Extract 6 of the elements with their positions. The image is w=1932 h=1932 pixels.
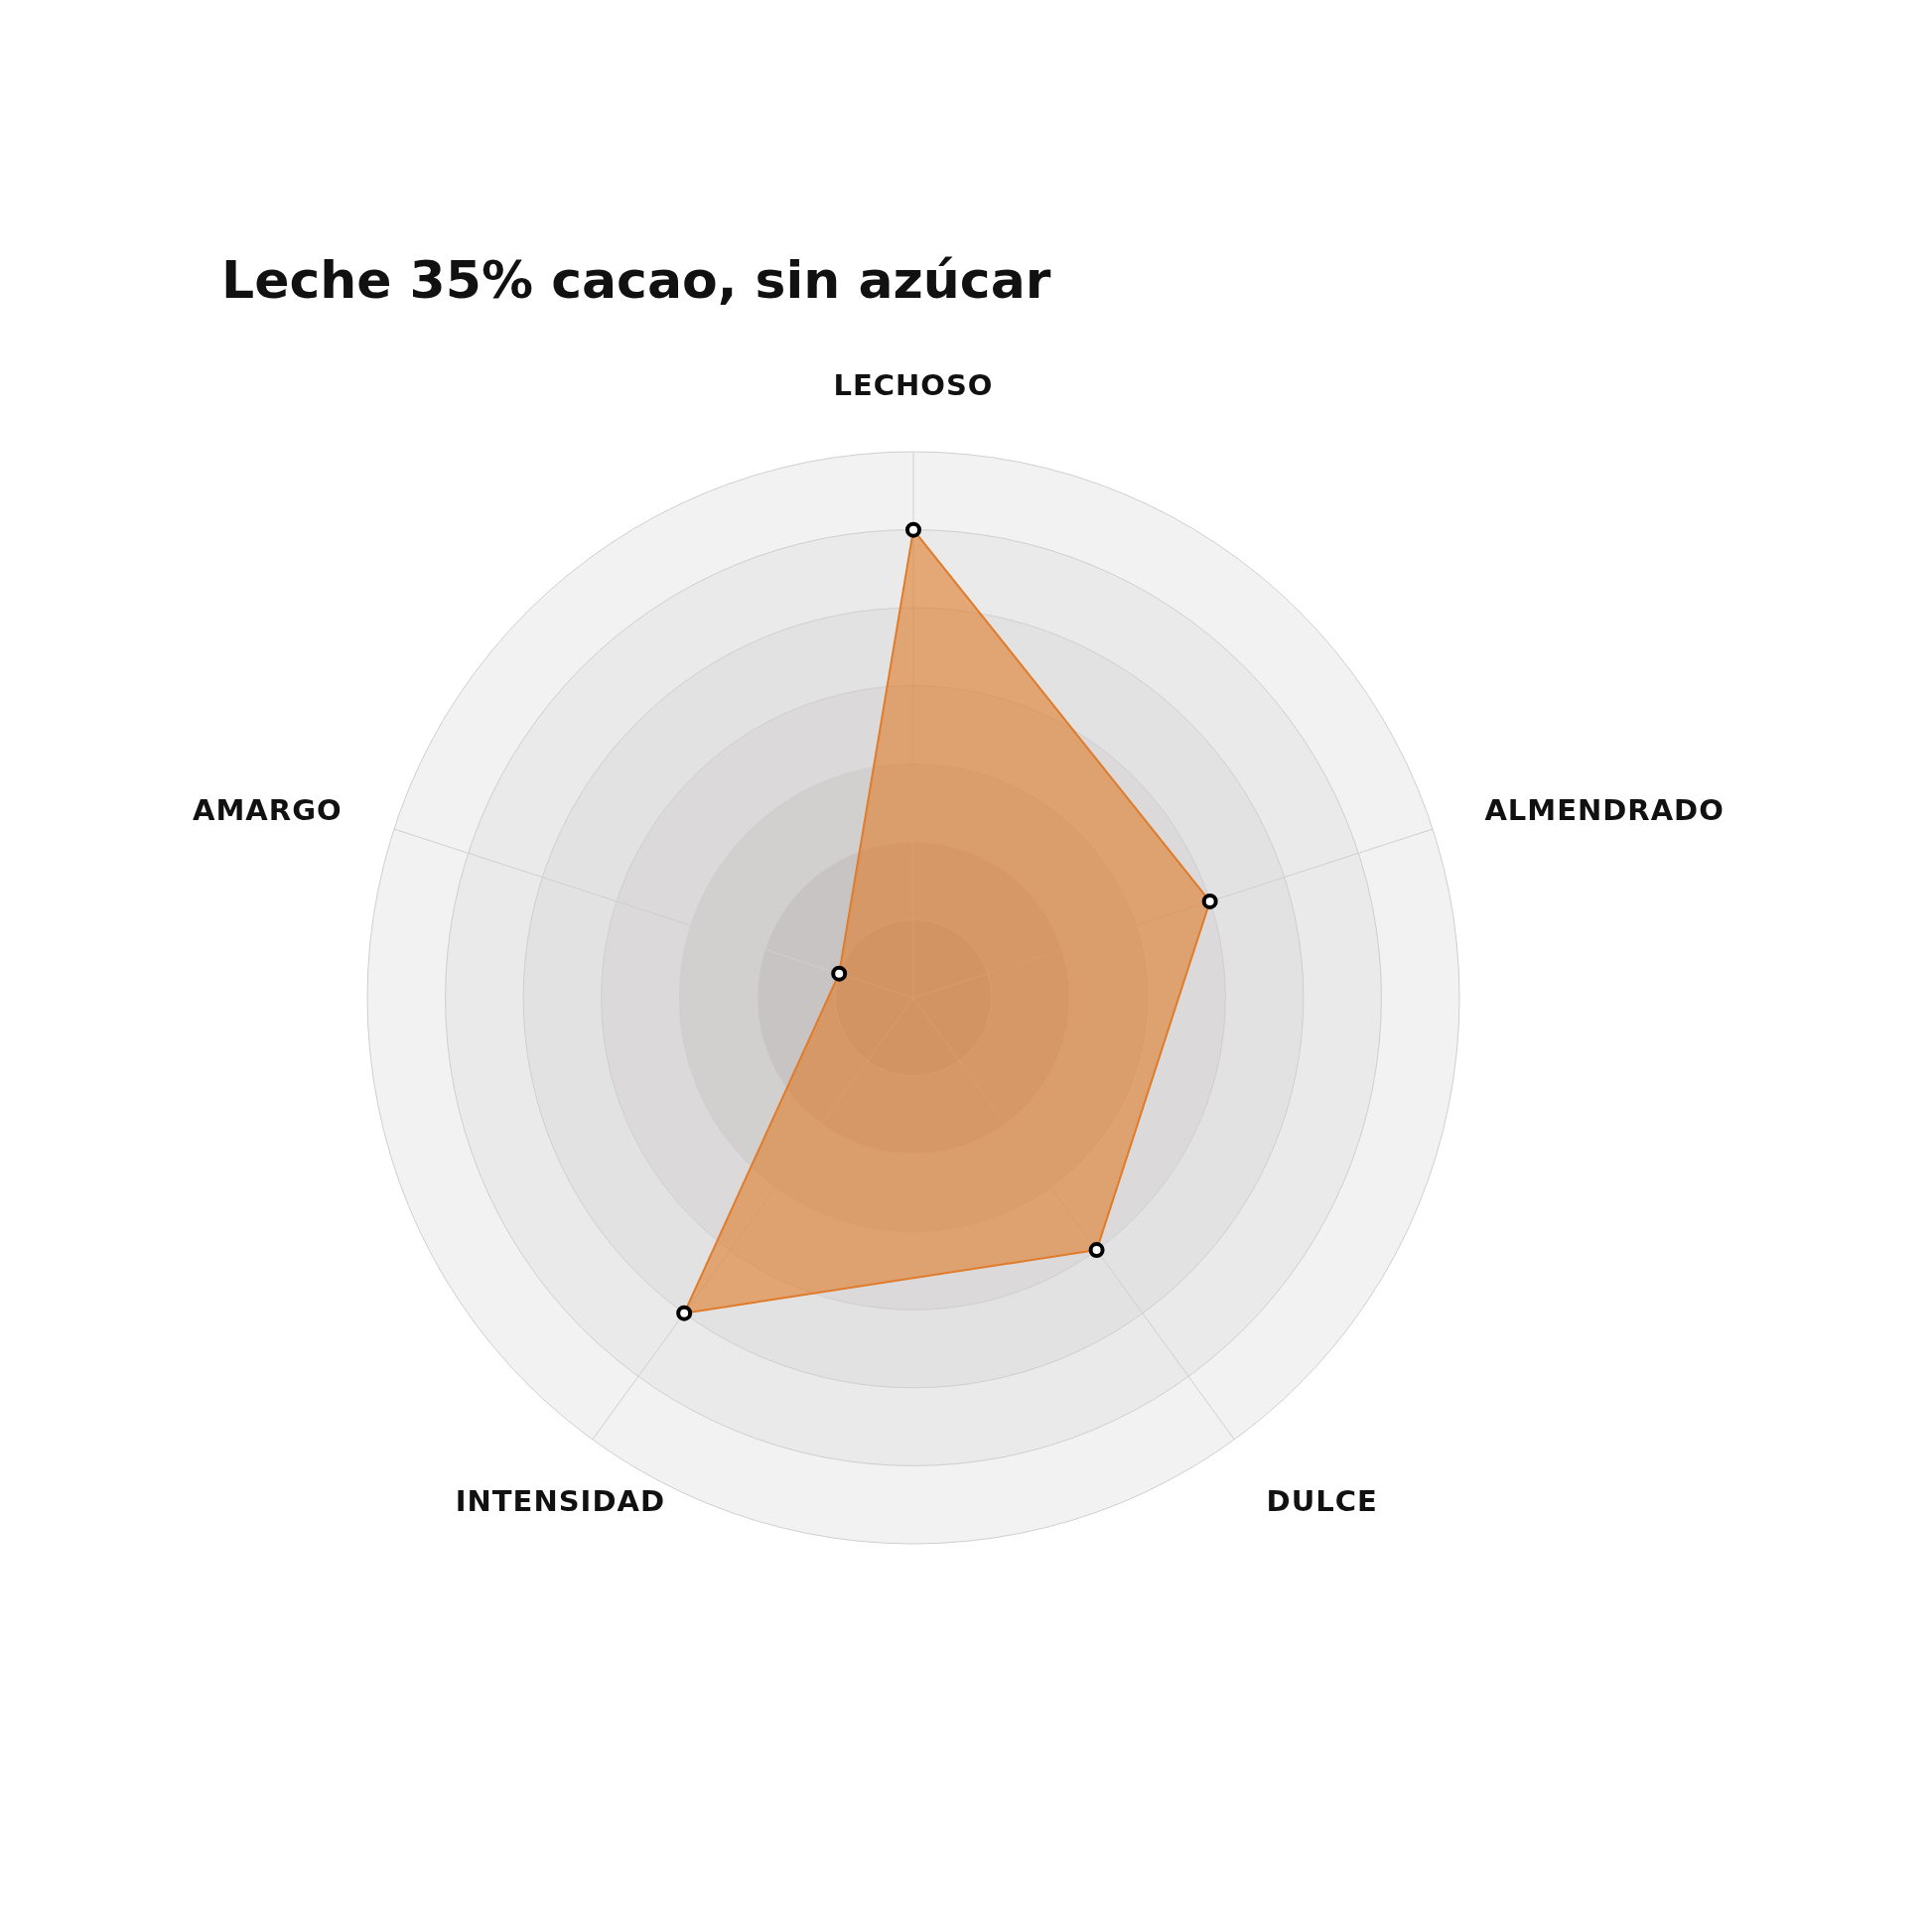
chart-title: Leche 35% cacao, sin azúcar [221,250,1051,310]
spoke-label: DULCE [1266,1484,1378,1519]
spoke-label: INTENSIDAD [455,1484,665,1519]
spoke-label: AMARGO [193,793,343,828]
spoke-label: ALMENDRADO [1484,793,1725,828]
spoke-label: LECHOSO [833,368,994,402]
